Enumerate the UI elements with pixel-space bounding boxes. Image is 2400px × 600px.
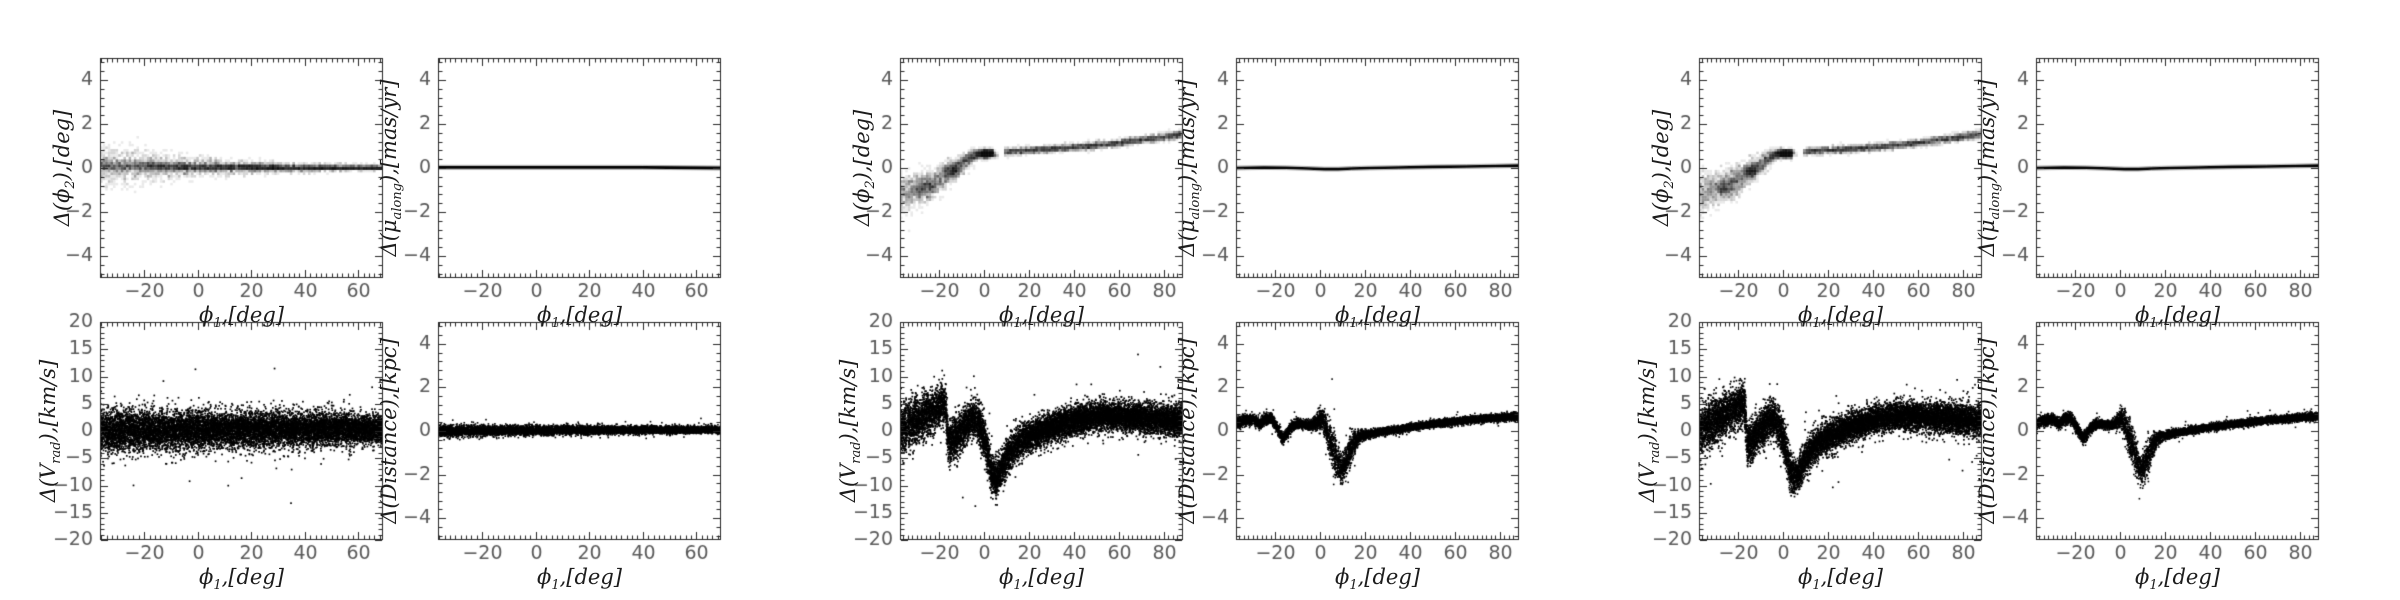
xlabel-group-2-delta-distance: ϕ1,[deg] <box>1335 565 1420 594</box>
xlabel-group-2-delta-mu-along: ϕ1,[deg] <box>1335 303 1420 332</box>
panel-group-1-delta-phi2 <box>100 58 383 278</box>
panel-group-3-delta-mu-along <box>2036 58 2319 278</box>
ylabel-group-1-delta-phi2: Δ(ϕ2),[deg] <box>50 109 79 227</box>
xlabel-group-2-delta-vrad: ϕ1,[deg] <box>999 565 1084 594</box>
xlabel-group-1-delta-phi2: ϕ1,[deg] <box>199 303 284 332</box>
xlabel-group-1-delta-distance: ϕ1,[deg] <box>537 565 622 594</box>
panel-group-1-delta-vrad <box>100 322 383 540</box>
ylabel-group-1-delta-vrad: Δ(Vrad),[km/s] <box>36 359 65 503</box>
ylabel-group-3-delta-vrad: Δ(Vrad),[km/s] <box>1635 359 1664 503</box>
xlabel-group-1-delta-vrad: ϕ1,[deg] <box>199 565 284 594</box>
xlabel-group-3-delta-vrad: ϕ1,[deg] <box>1798 565 1883 594</box>
xlabel-group-3-delta-phi2: ϕ1,[deg] <box>1798 303 1883 332</box>
panel-group-3-delta-vrad <box>1699 322 1982 540</box>
xlabel-group-2-delta-phi2: ϕ1,[deg] <box>999 303 1084 332</box>
panel-group-3-delta-distance <box>2036 322 2319 540</box>
panel-group-1-delta-distance <box>438 322 721 540</box>
xlabel-group-3-delta-mu-along: ϕ1,[deg] <box>2135 303 2220 332</box>
ylabel-group-3-delta-phi2: Δ(ϕ2),[deg] <box>1649 109 1678 227</box>
xlabel-group-1-delta-mu-along: ϕ1,[deg] <box>537 303 622 332</box>
panel-group-2-delta-mu-along <box>1236 58 1519 278</box>
panel-group-2-delta-phi2 <box>900 58 1183 278</box>
xlabel-group-3-delta-distance: ϕ1,[deg] <box>2135 565 2220 594</box>
ylabel-group-2-delta-vrad: Δ(Vrad),[km/s] <box>836 359 865 503</box>
panel-group-3-delta-phi2 <box>1699 58 1982 278</box>
panel-group-2-delta-vrad <box>900 322 1183 540</box>
panel-group-2-delta-distance <box>1236 322 1519 540</box>
ylabel-group-2-delta-phi2: Δ(ϕ2),[deg] <box>850 109 879 227</box>
panel-group-1-delta-mu-along <box>438 58 721 278</box>
